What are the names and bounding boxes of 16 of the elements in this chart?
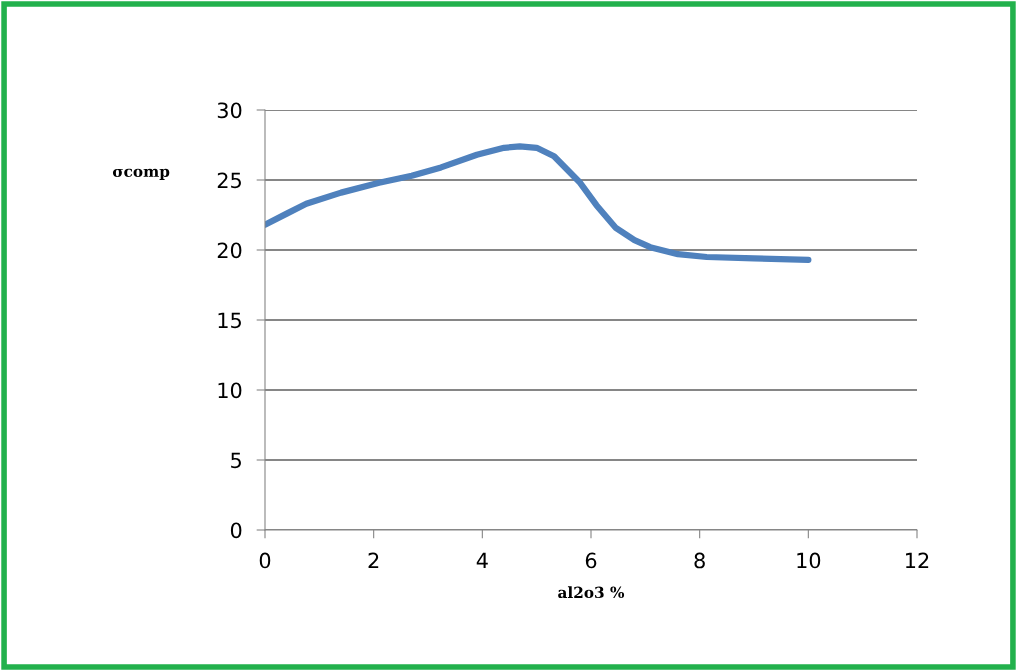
y-axis-title: σcomp: [112, 168, 170, 180]
x-tick-label: 2: [368, 552, 379, 569]
x-tick-label: 0: [259, 552, 271, 569]
y-tick-label: 25: [217, 172, 241, 189]
y-tick-label: 20: [217, 242, 242, 259]
y-tick-label: 5: [231, 452, 241, 469]
x-tick-label: 4: [476, 552, 488, 569]
x-tick-label: 6: [585, 552, 597, 569]
x-axis-title: al2o3 %: [558, 586, 625, 599]
y-tick-label: 0: [230, 522, 242, 539]
x-tick-label: 10: [797, 552, 821, 569]
y-tick-label: 15: [218, 312, 241, 329]
x-tick-label: 8: [694, 552, 705, 569]
y-tick-label: 10: [218, 382, 242, 399]
x-tick-label: 12: [906, 552, 929, 569]
y-tick-label: 30: [217, 102, 242, 119]
